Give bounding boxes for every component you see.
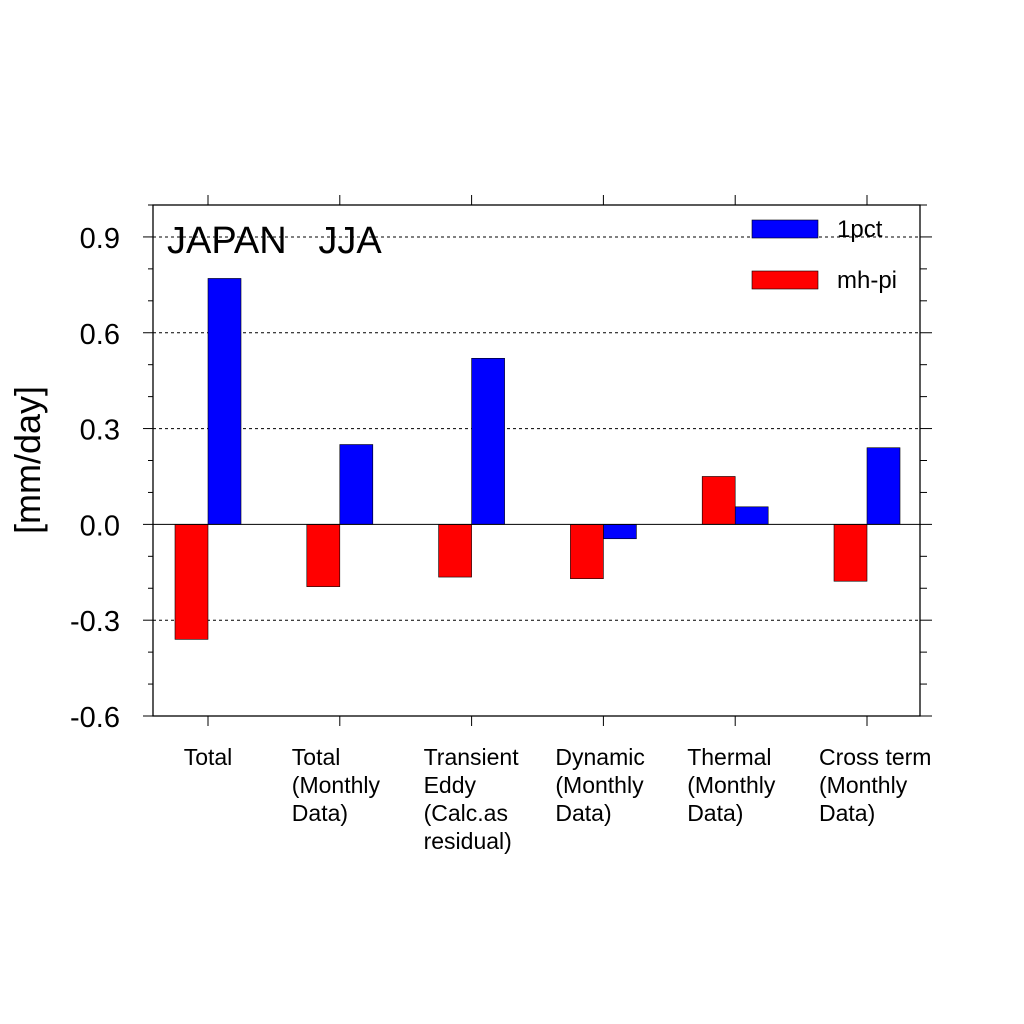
plot-frame [152, 204, 921, 717]
bar-mh-pi [701, 476, 736, 525]
x-tick-label: Total [292, 744, 341, 770]
x-tick-label: (Calc.as [424, 800, 508, 826]
legend-label-1pct: 1pct [837, 216, 883, 243]
bar-mh-pi [306, 524, 341, 587]
bar-1pct [734, 506, 769, 525]
x-tick-label: Thermal [687, 744, 771, 770]
bar-1pct [603, 524, 637, 540]
bars [174, 278, 901, 640]
legend: 1pct mh-pi [751, 216, 897, 294]
x-tick-label: Cross term [819, 744, 931, 770]
chart-title: JAPAN JJA [167, 220, 382, 262]
minor-ticks [148, 204, 927, 685]
legend-swatch-mh-pi [751, 270, 819, 290]
x-tick-label: (Monthly [555, 772, 644, 798]
x-tick-label: residual) [424, 828, 512, 854]
legend-label-mh-pi: mh-pi [837, 267, 897, 294]
x-tick-label: Data) [292, 800, 348, 826]
bar-1pct [471, 357, 505, 525]
bar-mh-pi [833, 524, 868, 582]
x-tick-labels: Total Total(MonthlyData)TransientEddy(Cal… [184, 744, 932, 854]
y-tick-label: 0.6 [80, 319, 120, 351]
x-tick-label: (Monthly [687, 772, 776, 798]
y-tick-labels: 0.9 0.6 0.3 0.0 -0.3 -0.6 [70, 223, 120, 734]
legend-swatch-1pct [751, 219, 819, 239]
x-tick-label: Transient [424, 744, 520, 770]
bar-mh-pi [174, 524, 209, 640]
x-tick-label: Data) [687, 800, 743, 826]
y-tick-label: 0.0 [80, 510, 120, 542]
bar-mh-pi [570, 524, 604, 579]
x-tick-label: Data) [819, 800, 875, 826]
y-tick-label: -0.3 [70, 606, 120, 638]
y-tick-label: -0.6 [70, 702, 120, 734]
bar-1pct [866, 447, 901, 525]
x-tick-label: Data) [555, 800, 611, 826]
x-tick-label: (Monthly [819, 772, 908, 798]
y-tick-label: 0.9 [80, 223, 120, 255]
bar-1pct [207, 278, 242, 525]
y-tick-label: 0.3 [80, 415, 120, 447]
y-axis-label: [mm/day] [7, 386, 48, 534]
x-tick-label: Dynamic [555, 744, 644, 770]
bar-mh-pi [438, 524, 472, 578]
x-ticks [207, 195, 868, 726]
x-tick-label: (Monthly [292, 772, 381, 798]
gridlines [143, 236, 932, 717]
bar-1pct [339, 444, 374, 525]
x-tick-label: Total [184, 744, 233, 770]
x-tick-label: Eddy [424, 772, 477, 798]
